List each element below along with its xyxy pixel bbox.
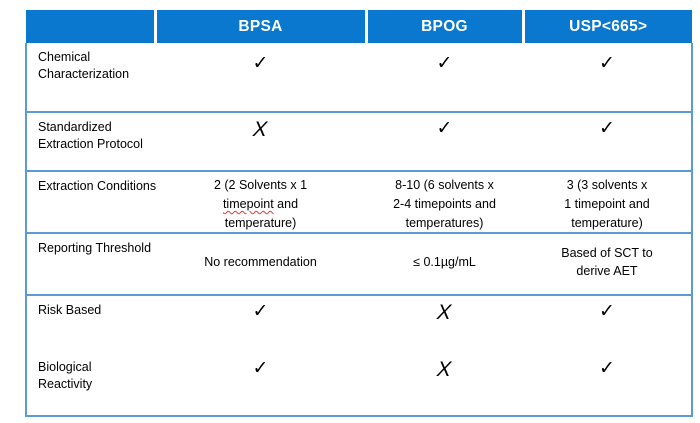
row-label-line: Extraction Conditions	[38, 179, 157, 193]
cell-text-line: 8-10 (6 solvents x	[395, 178, 494, 192]
cell-text-line: No recommendation	[204, 254, 317, 269]
row-label-line: Reporting Threshold	[38, 241, 152, 256]
check-mark: ✓	[599, 301, 615, 323]
cell-reporting-threshold-bpog: ≤ 0.1µg/mL	[366, 232, 523, 296]
header-bpsa: BPSA	[153, 10, 366, 43]
cell-text-line: timepoint and	[155, 195, 366, 214]
cell-text-fragment: and	[273, 196, 299, 211]
cell-biological-reactivity-usp665: ✓	[523, 353, 693, 418]
table-row-reporting-threshold: Reporting Threshold No recommendation ≤ …	[25, 232, 693, 296]
row-label-line: Reactivity	[38, 377, 93, 392]
cell-text-line: temperatures)	[405, 215, 484, 230]
cell-biological-reactivity-bpog: X	[366, 353, 523, 418]
cell-chemical-characterization-usp665: ✓	[523, 43, 693, 112]
table-row-extraction-conditions: Extraction Conditions 2 (2 Solvents x 1 …	[25, 169, 693, 234]
cell-reporting-threshold-bpsa: No recommendation	[155, 232, 366, 296]
check-mark: ✓	[599, 53, 615, 74]
table-row-chemical-characterization: Chemical Characterization ✓ ✓ ✓	[25, 43, 693, 112]
cell-text-line: 2 (2 Solvents x 1	[213, 178, 308, 192]
cell-extraction-conditions-bpsa: 2 (2 Solvents x 1 timepoint and temperat…	[155, 169, 366, 234]
cell-risk-based-bpsa: ✓	[155, 294, 366, 354]
check-mark: ✓	[599, 118, 615, 139]
row-label-line: Biological	[38, 360, 92, 375]
cell-text-line: 2-4 timepoints and	[393, 196, 496, 211]
cell-extraction-conditions-usp665: 3 (3 solvents x 1 timepoint and temperat…	[523, 169, 693, 234]
cell-text-line: Based of SCT to	[561, 245, 653, 260]
row-label-line: Standardized	[38, 120, 112, 134]
cell-standardized-extraction-protocol-bpog: ✓	[366, 111, 523, 171]
row-label-line: Chemical	[38, 50, 91, 64]
cell-risk-based-bpog: X	[366, 294, 523, 354]
row-label-line: Extraction Protocol	[38, 136, 143, 151]
row-label-risk-based: Risk Based	[25, 294, 155, 354]
cell-reporting-threshold-usp665: Based of SCT to derive AET	[523, 232, 693, 296]
cell-biological-reactivity-bpsa: ✓	[155, 353, 366, 418]
cell-standardized-extraction-protocol-bpsa: X	[155, 111, 366, 171]
check-mark: ✓	[599, 358, 615, 380]
check-mark: ✓	[252, 53, 269, 74]
row-label-extraction-conditions: Extraction Conditions	[25, 169, 157, 234]
cross-mark: X	[436, 358, 453, 382]
header-row: BPSA BPOG USP<665>	[26, 10, 692, 43]
cell-standardized-extraction-protocol-usp665: ✓	[523, 111, 693, 171]
cross-mark: X	[436, 301, 453, 325]
cross-mark: X	[252, 118, 269, 141]
check-mark: ✓	[252, 301, 269, 323]
cell-text-line: 1 timepoint and	[564, 196, 650, 211]
header-usp665: USP<665>	[521, 10, 692, 43]
cell-text-line: ≤ 0.1µg/mL	[413, 254, 476, 269]
header-empty-cell	[26, 10, 155, 43]
misspelled-word: timepoint	[222, 196, 274, 211]
check-mark: ✓	[436, 118, 453, 139]
cell-text-line: temperature)	[571, 215, 643, 230]
check-mark: ✓	[252, 358, 269, 380]
cell-chemical-characterization-bpog: ✓	[366, 43, 523, 112]
row-label-biological-reactivity: Biological Reactivity	[25, 353, 155, 418]
cell-risk-based-usp665: ✓	[523, 294, 693, 354]
row-label-chemical-characterization: Chemical Characterization	[25, 43, 155, 112]
table-row-biological-reactivity: Biological Reactivity ✓ X ✓	[25, 353, 693, 418]
cell-extraction-conditions-bpog: 8-10 (6 solvents x 2-4 timepoints and te…	[366, 169, 523, 234]
header-bpog: BPOG	[364, 10, 523, 43]
check-mark: ✓	[436, 53, 453, 74]
cell-chemical-characterization-bpsa: ✓	[155, 43, 366, 112]
comparison-table: BPSA BPOG USP<665> Chemical Characteriza…	[25, 10, 693, 418]
cell-text-line: derive AET	[576, 264, 638, 279]
table-row-standardized-extraction-protocol: Standardized Extraction Protocol X ✓ ✓	[25, 111, 693, 171]
cell-text-line: 3 (3 solvents x	[566, 178, 648, 192]
row-label-reporting-threshold: Reporting Threshold	[25, 232, 155, 296]
table-row-risk-based: Risk Based ✓ X ✓	[25, 294, 693, 354]
row-label-line: Risk Based	[38, 303, 102, 318]
cell-text-line: temperature)	[224, 215, 297, 230]
row-label-line: Characterization	[38, 66, 130, 81]
row-label-standardized-extraction-protocol: Standardized Extraction Protocol	[25, 111, 155, 171]
